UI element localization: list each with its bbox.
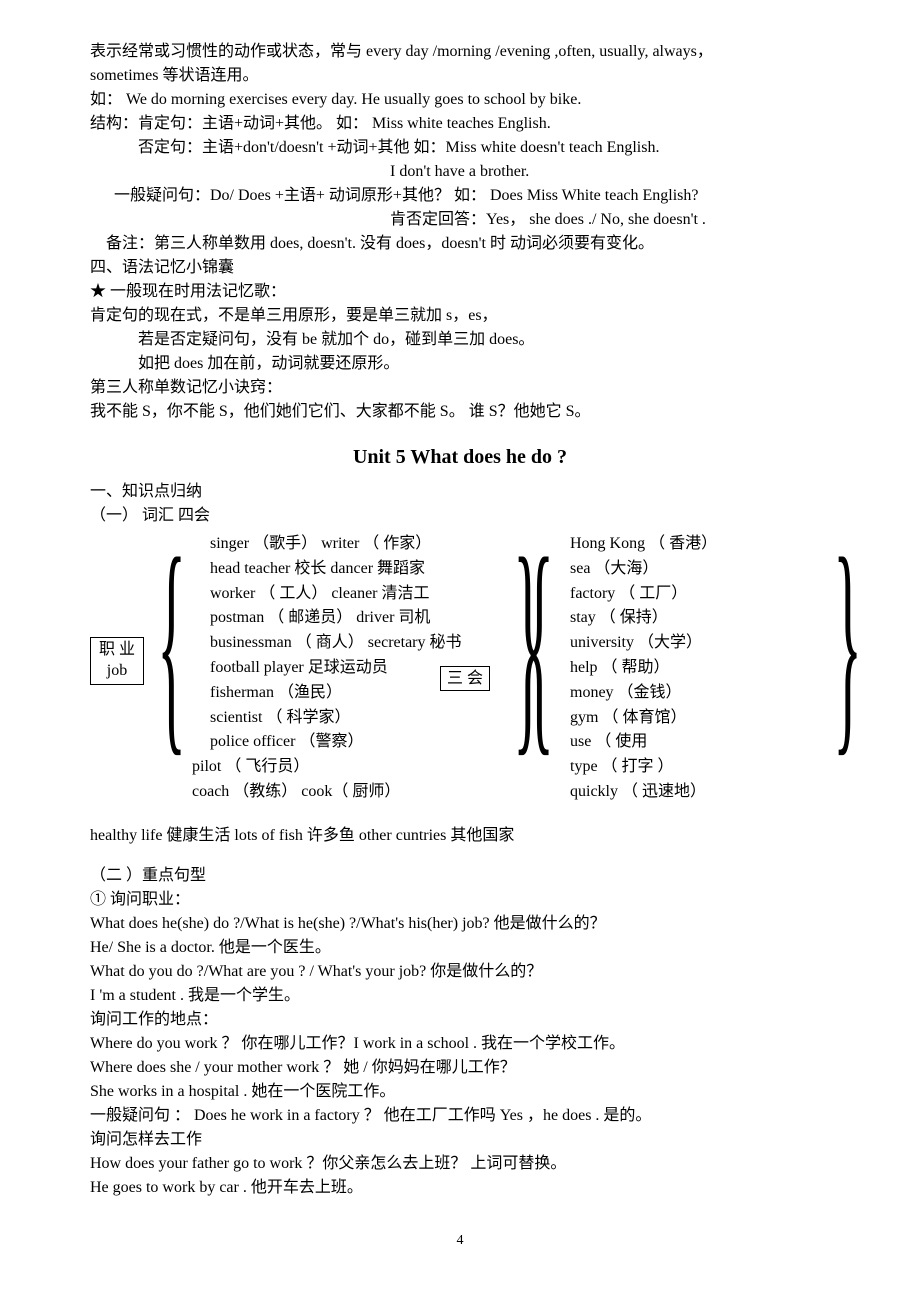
unit-heading1: 一、知识点归纳 [90,480,830,504]
intro-l4: 结构：肯定句：主语+动词+其他。 如： Miss white teaches E… [90,112,830,136]
section2b-l12: He goes to work by car . 他开车去上班。 [90,1176,830,1200]
section2b-l4: I 'm a student . 我是一个学生。 [90,984,830,1008]
section2b-l1: What does he(she) do ?/What is he(she) ?… [90,912,830,936]
section2b-l10: 询问怎样去工作 [90,1128,830,1152]
vocab-item: use （ 使用 [570,730,830,755]
page: 表示经常或习惯性的动作或状态，常与 every day /morning /ev… [0,0,920,1305]
section2b-q1: ① 询问职业： [90,888,830,912]
vocab-item: businessman （ 商人） secretary 秘书 [210,631,540,656]
section4-r4: 第三人称单数记忆小诀窍： [90,376,830,400]
vocab-item: Hong Kong （ 香港） [570,532,830,557]
vocab-item: singer （歌手） writer （ 作家） [210,532,540,557]
page-number: 4 [90,1230,830,1251]
vocab-item: gym （ 体育馆） [570,706,830,731]
vocab-item: sea （大海） [570,557,830,582]
section2b-title: （二 ）重点句型 [90,864,830,888]
unit-heading2: （一） 词汇 四会 [90,504,830,528]
vocab-item: scientist （ 科学家） [210,706,540,731]
brace-icon: } [833,522,862,762]
vocab-item: worker （ 工人） cleaner 清洁工 [210,582,540,607]
unit-extra: healthy life 健康生活 lots of fish 许多鱼 other… [90,824,830,848]
vocab-item: police officer （警察） [210,730,540,755]
vocab-container: { } { } 职 业 job 三 会 singer （歌手） writer （… [90,532,830,812]
vocab-item: university （大学） [570,631,830,656]
vocab-item: help （ 帮助） [570,656,830,681]
unit-title: Unit 5 What does he do ? [90,442,830,472]
job-box-l1: 职 业 [99,640,135,661]
section4-star: ★ 一般现在时用法记忆歌： [90,280,830,304]
section2b-l6: Where do you work ？ 你在哪儿工作？I work in a s… [90,1032,830,1056]
vocab-item: quickly （ 迅速地） [570,780,830,805]
intro-l1: 表示经常或习惯性的动作或状态，常与 every day /morning /ev… [90,40,830,64]
vocab-item: type （ 打字 ） [570,755,830,780]
section4-r3: 如把 does 加在前，动词就要还原形。 [90,352,830,376]
section2b-l3: What do you do ?/What are you ? / What's… [90,960,830,984]
vocab-item: factory （ 工厂） [570,582,830,607]
section2b-l5: 询问工作的地点： [90,1008,830,1032]
vocab-item: head teacher 校长 dancer 舞蹈家 [210,557,540,582]
section2b-l7: Where does she / your mother work ？ 她 / … [90,1056,830,1080]
intro-l5: 否定句：主语+don't/doesn't +动词+其他 如：Miss white… [90,136,830,160]
vocab-item: coach （教练） cook（ 厨师） [192,780,540,805]
intro-l3: 如： We do morning exercises every day. He… [90,88,830,112]
section2b-l11: How does your father go to work ？你父亲怎么去上… [90,1152,830,1176]
intro-l8: 肯否定回答：Yes， she does ./ No, she doesn't . [90,208,830,232]
vocab-item: stay （ 保持） [570,606,830,631]
vocab-item: fisherman （渔民） [210,681,540,706]
section4-r1: 肯定句的现在式，不是单三用原形，要是单三就加 s，es， [90,304,830,328]
section4-r5: 我不能 S，你不能 S，他们她们它们、大家都不能 S。 谁 S？他她它 S。 [90,400,830,424]
section4-r2: 若是否定疑问句，没有 be 就加个 do，碰到单三加 does。 [90,328,830,352]
intro-l7: 一般疑问句：Do/ Does +主语+ 动词原形+其他？ 如： Does Mis… [90,184,830,208]
intro-l2: sometimes 等状语连用。 [90,64,830,88]
section2b-l9: 一般疑问句 ： Does he work in a factory ？ 他在工厂… [90,1104,830,1128]
vocab-col1: singer （歌手） writer （ 作家） head teacher 校长… [210,532,540,805]
vocab-item: football player 足球运动员 [210,656,540,681]
vocab-item: pilot （ 飞行员） [192,755,540,780]
job-box: 职 业 job [90,637,144,685]
section2b-l8: She works in a hospital . 她在一个医院工作。 [90,1080,830,1104]
intro-l6: I don't have a brother. [90,160,830,184]
brace-icon: { [157,522,186,762]
vocab-item: postman （ 邮递员） driver 司机 [210,606,540,631]
intro-l9: 备注：第三人称单数用 does, doesn't. 没有 does，doesn'… [90,232,830,256]
vocab-item: money （金钱） [570,681,830,706]
vocab-col2: Hong Kong （ 香港） sea （大海） factory （ 工厂） s… [570,532,830,805]
section4-title: 四、语法记忆小锦囊 [90,256,830,280]
job-box-l2: job [99,661,135,682]
section2b-l2: He/ She is a doctor. 他是一个医生。 [90,936,830,960]
